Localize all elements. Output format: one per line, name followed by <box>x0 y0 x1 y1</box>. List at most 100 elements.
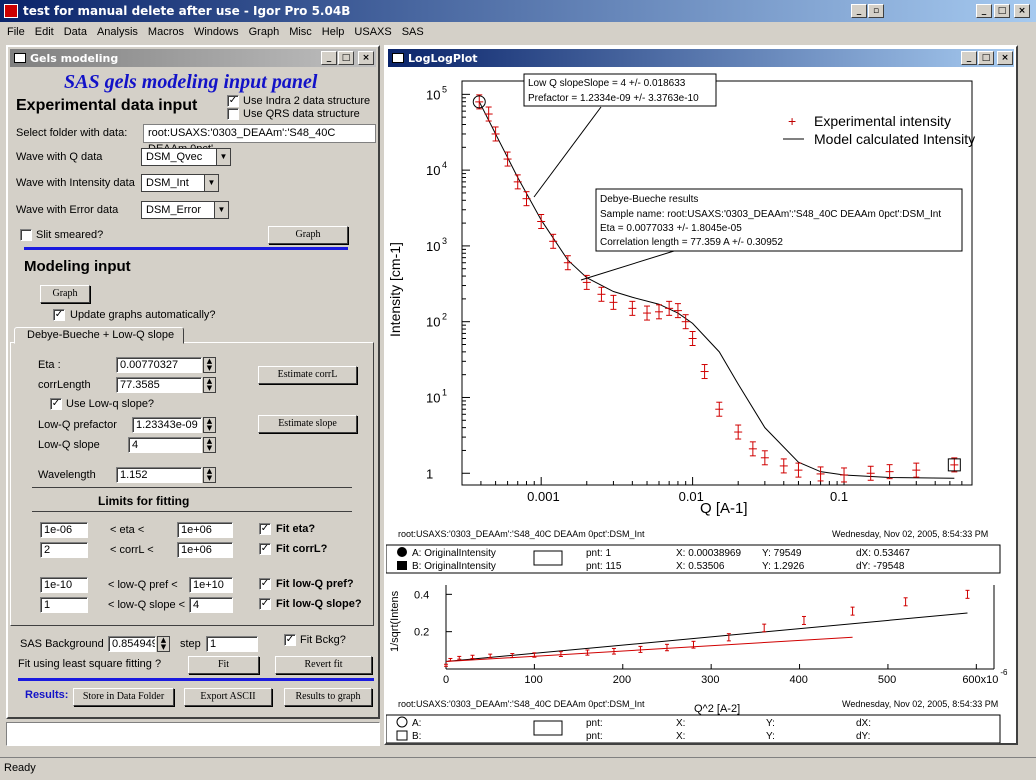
pref-min-input[interactable]: 1e-10 <box>40 577 88 593</box>
exp-data-point <box>655 304 664 320</box>
plot-maximize-button[interactable]: □ <box>978 51 994 65</box>
eta-min-input[interactable]: 1e-06 <box>40 522 88 538</box>
lowq-pref-stepper[interactable]: ▲ ▼ <box>203 417 216 433</box>
lowq-slope-input[interactable]: 4 <box>128 437 202 453</box>
results-to-graph-button[interactable]: Results to graph <box>284 688 372 706</box>
corr-max-input[interactable]: 1e+06 <box>177 542 233 558</box>
revert-fit-button[interactable]: Revert fit <box>275 656 372 674</box>
tab-debye-bueche[interactable]: Debye-Bueche + Low-Q slope <box>14 327 184 344</box>
app-close-button[interactable]: × <box>1014 4 1030 18</box>
cursor-slider-icon[interactable] <box>533 550 563 566</box>
x2-axis-label: Q^2 [A-2] <box>694 703 740 715</box>
cursor-slider-icon[interactable] <box>533 720 563 736</box>
use-indra-checkbox[interactable]: ✓ <box>227 95 239 107</box>
fit-bckg-checkbox[interactable]: ✓ <box>284 634 296 646</box>
linear-data-point <box>611 647 616 655</box>
plot2-footer-left: root:USAXS:'0303_DEAAm':'S48_40C DEAAm 0… <box>398 699 645 709</box>
mdi-maximize-button[interactable]: □ <box>994 4 1010 18</box>
menu-misc[interactable]: Misc <box>289 26 312 38</box>
menu-edit[interactable]: Edit <box>34 26 54 38</box>
linear-data-point <box>664 643 669 652</box>
dropdown-arrow-icon: ▼ <box>204 175 218 191</box>
bkg-stepper[interactable]: ▲ ▼ <box>157 636 170 652</box>
graph-button-top[interactable]: Graph <box>268 226 348 244</box>
y-axis-label: Intensity [cm-1] <box>387 242 403 337</box>
menu-windows[interactable]: Windows <box>193 26 239 38</box>
mdi-minimize-button[interactable]: _ <box>976 4 992 18</box>
dropdown-arrow-icon: ▼ <box>216 149 230 165</box>
lowq-slope-stepper[interactable]: ▲ ▼ <box>203 437 216 453</box>
x2-tick-label: 600x10 <box>962 674 998 686</box>
app-restore-button[interactable]: ▫ <box>868 4 884 18</box>
plot-footer-right: Wednesday, Nov 02, 2005, 8:54:33 PM <box>832 529 988 539</box>
limits-heading: Limits for fitting <box>98 494 190 508</box>
export-ascii-button[interactable]: Export ASCII <box>184 688 272 706</box>
gels-maximize-button[interactable]: □ <box>338 51 354 65</box>
menu-help[interactable]: Help <box>321 26 345 38</box>
fit-pref-checkbox[interactable]: ✓ <box>259 578 271 590</box>
eta-input[interactable]: 0.00770327 <box>116 357 202 373</box>
wave-int-select[interactable]: DSM_Int ▼ <box>141 174 219 192</box>
menu-usaxs[interactable]: USAXS <box>354 26 392 38</box>
exp-data-point <box>840 467 849 483</box>
app-minimize-button[interactable]: _ <box>851 4 867 18</box>
plot-minimize-button[interactable]: _ <box>961 51 977 65</box>
use-lowq-checkbox[interactable]: ✓ <box>50 398 62 410</box>
store-data-folder-button[interactable]: Store in Data Folder <box>73 688 174 706</box>
cursor2-dx: dX: <box>856 718 871 729</box>
slope-min-input[interactable]: 1 <box>40 597 88 613</box>
folder-select[interactable]: root:USAXS:'0303_DEAAm':'S48_40C DEAAm 0… <box>143 124 376 155</box>
slit-smeared-checkbox[interactable] <box>20 229 32 241</box>
wave-err-select[interactable]: DSM_Error ▼ <box>141 201 229 219</box>
eta-stepper[interactable]: ▲ ▼ <box>203 357 216 373</box>
y2-axis-label: 1/sqrt(Intens <box>389 590 401 652</box>
lowq-pref-input[interactable]: 1.23343e-09 <box>132 417 202 433</box>
y-tick-label: 10 <box>426 390 440 405</box>
estimate-slope-button[interactable]: Estimate slope <box>258 415 357 433</box>
slope-max-input[interactable]: 4 <box>189 597 233 613</box>
use-qrs-checkbox[interactable] <box>227 108 239 120</box>
wave-q-select[interactable]: DSM_Qvec ▼ <box>141 148 231 166</box>
plot-close-button[interactable]: × <box>997 51 1013 65</box>
update-graphs-checkbox[interactable]: ✓ <box>53 309 65 321</box>
wavelength-stepper[interactable]: ▲ ▼ <box>203 467 216 483</box>
app-title: test for manual delete after use - Igor … <box>23 4 351 18</box>
command-line[interactable] <box>6 722 380 746</box>
menu-file[interactable]: File <box>7 26 25 38</box>
mdi-scrollbar[interactable] <box>1018 45 1036 755</box>
wavelength-input[interactable]: 1.152 <box>116 467 202 483</box>
graph-button-modeling[interactable]: Graph <box>40 285 90 303</box>
bkg-label: SAS Background <box>20 638 104 650</box>
corr-length-input[interactable]: 77.3585 <box>116 377 202 393</box>
gels-close-button[interactable]: × <box>358 51 374 65</box>
fit-corr-checkbox[interactable]: ✓ <box>259 543 271 555</box>
wavelength-label: Wavelength <box>38 469 96 481</box>
use-lowq-label: Use Low-q slope? <box>66 398 155 410</box>
exp-data-point <box>760 450 769 466</box>
exp-data-point <box>537 213 546 229</box>
fit-button[interactable]: Fit <box>188 656 259 674</box>
eta-max-input[interactable]: 1e+06 <box>177 522 233 538</box>
corr-min-input[interactable]: 2 <box>40 542 88 558</box>
annotation-debye-line1: Debye-Bueche results <box>600 194 698 205</box>
corr-length-stepper[interactable]: ▲ ▼ <box>203 377 216 393</box>
menu-graph[interactable]: Graph <box>248 26 280 38</box>
menu-sas[interactable]: SAS <box>401 26 424 38</box>
gels-minimize-button[interactable]: _ <box>321 51 337 65</box>
menu-data[interactable]: Data <box>63 26 87 38</box>
estimate-corrl-button[interactable]: Estimate corrL <box>258 366 357 384</box>
y-tick-label: 1 <box>426 466 433 481</box>
annotation-debye-line2: Sample name: root:USAXS:'0303_DEAAm':'S4… <box>600 209 941 220</box>
fit-slope-checkbox[interactable]: ✓ <box>259 598 271 610</box>
limits-divider-2 <box>32 511 352 512</box>
step-input[interactable]: 1 <box>206 636 258 652</box>
cursor-a-circle-icon <box>397 547 407 557</box>
bkg-input[interactable]: 0.854949 <box>108 636 156 652</box>
exp-data-point <box>549 233 558 249</box>
exp-data-point <box>950 457 959 473</box>
fit-eta-checkbox[interactable]: ✓ <box>259 523 271 535</box>
pref-max-input[interactable]: 1e+10 <box>189 577 233 593</box>
x-tick-label: 0.001 <box>527 489 560 504</box>
menu-analysis[interactable]: Analysis <box>96 26 138 38</box>
menu-macros[interactable]: Macros <box>147 26 184 38</box>
